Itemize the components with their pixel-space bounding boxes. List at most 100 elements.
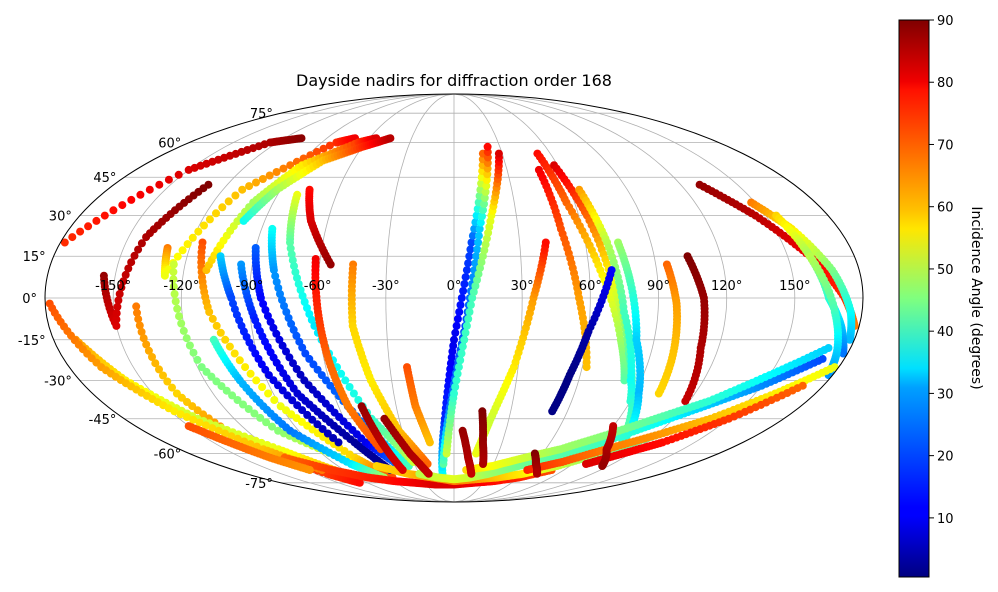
data-point: [121, 270, 130, 279]
data-point: [193, 406, 202, 415]
data-point: [272, 168, 281, 176]
data-point: [467, 469, 476, 478]
data-point: [287, 319, 296, 328]
data-point: [312, 147, 321, 156]
data-point: [481, 187, 490, 196]
data-point: [398, 466, 407, 474]
data-point: [452, 376, 461, 385]
data-point: [329, 434, 338, 442]
data-point: [112, 315, 121, 324]
data-point: [598, 462, 607, 470]
data-point: [137, 327, 146, 336]
data-point: [480, 200, 488, 208]
data-point: [461, 273, 470, 282]
data-point: [164, 175, 173, 184]
data-point: [465, 252, 474, 261]
data-point: [479, 460, 487, 468]
data-point: [188, 233, 197, 242]
data-point: [287, 250, 296, 259]
data-point: [293, 274, 301, 282]
data-point: [466, 245, 475, 254]
longitude-tick-labels: -150° -120° -90° -60° -30° 0° 30° 60° 90° 120° 150…: [95, 279, 810, 294]
data-point: [386, 134, 395, 143]
colorbar-ticks: 10 20 30 40 50 60 70 80 90: [929, 14, 954, 527]
longitude-tick-label: 150°: [779, 279, 810, 294]
data-point: [221, 429, 229, 438]
data-point: [264, 389, 273, 398]
data-point: [144, 346, 153, 355]
data-point: [169, 260, 178, 269]
data-point: [446, 365, 455, 373]
data-point: [337, 369, 346, 378]
data-point: [270, 396, 279, 404]
data-point: [280, 302, 288, 310]
data-point: [460, 280, 469, 288]
data-point: [275, 335, 284, 344]
data-point: [451, 328, 460, 337]
data-point: [303, 304, 311, 312]
data-point: [92, 216, 101, 225]
data-point: [456, 356, 465, 365]
data-point: [477, 258, 486, 267]
data-point: [292, 365, 301, 373]
data-point: [297, 134, 306, 143]
data-point: [225, 342, 234, 351]
data-point: [845, 335, 854, 344]
data-point: [476, 218, 485, 227]
data-point: [217, 382, 226, 391]
data-point: [283, 391, 292, 400]
data-point: [798, 381, 807, 390]
data-point: [293, 401, 302, 410]
data-point: [450, 335, 458, 344]
data-point: [681, 397, 690, 406]
data-point: [582, 363, 591, 372]
data-point: [228, 391, 237, 400]
data-point: [176, 410, 185, 419]
data-point: [84, 222, 93, 231]
data-point: [292, 331, 301, 340]
data-point: [272, 329, 281, 338]
data-point: [170, 407, 179, 416]
longitude-tick-label: -60°: [304, 279, 332, 294]
latitude-tick-label: -15°: [18, 334, 46, 349]
data-point: [76, 227, 85, 236]
latitude-tick-label: 15°: [23, 250, 46, 265]
data-point: [139, 334, 148, 343]
longitude-tick-label: 90°: [647, 279, 670, 294]
data-point: [201, 421, 210, 430]
data-point: [185, 341, 194, 350]
data-point: [274, 284, 283, 292]
data-point: [355, 478, 364, 487]
data-point: [474, 238, 483, 247]
data-point: [252, 178, 260, 187]
data-point: [173, 304, 182, 313]
colorbar-tick-label: 90: [937, 14, 954, 29]
data-point: [298, 292, 307, 300]
data-point: [221, 335, 230, 344]
data-point: [341, 376, 350, 385]
data-point: [453, 369, 462, 378]
data-point: [469, 288, 478, 296]
data-point: [482, 181, 491, 190]
data-point: [171, 297, 180, 306]
data-point: [286, 161, 295, 170]
data-point: [124, 264, 133, 273]
data-point: [182, 413, 191, 421]
data-point: [458, 342, 467, 351]
data-point: [193, 355, 202, 364]
data-point: [168, 383, 176, 392]
data-point: [460, 335, 469, 344]
data-point: [541, 238, 550, 247]
latitude-tick-label: 75°: [250, 107, 273, 122]
latitude-tick-label: 30°: [49, 210, 72, 225]
latitude-tick-label: -30°: [44, 374, 72, 389]
data-point: [195, 418, 204, 427]
latitude-tick-label: 60°: [158, 136, 181, 151]
data-point: [470, 224, 479, 233]
data-point: [282, 308, 291, 316]
data-point: [286, 244, 295, 253]
data-point: [256, 413, 265, 422]
data-point: [474, 231, 483, 240]
data-point: [269, 266, 278, 275]
